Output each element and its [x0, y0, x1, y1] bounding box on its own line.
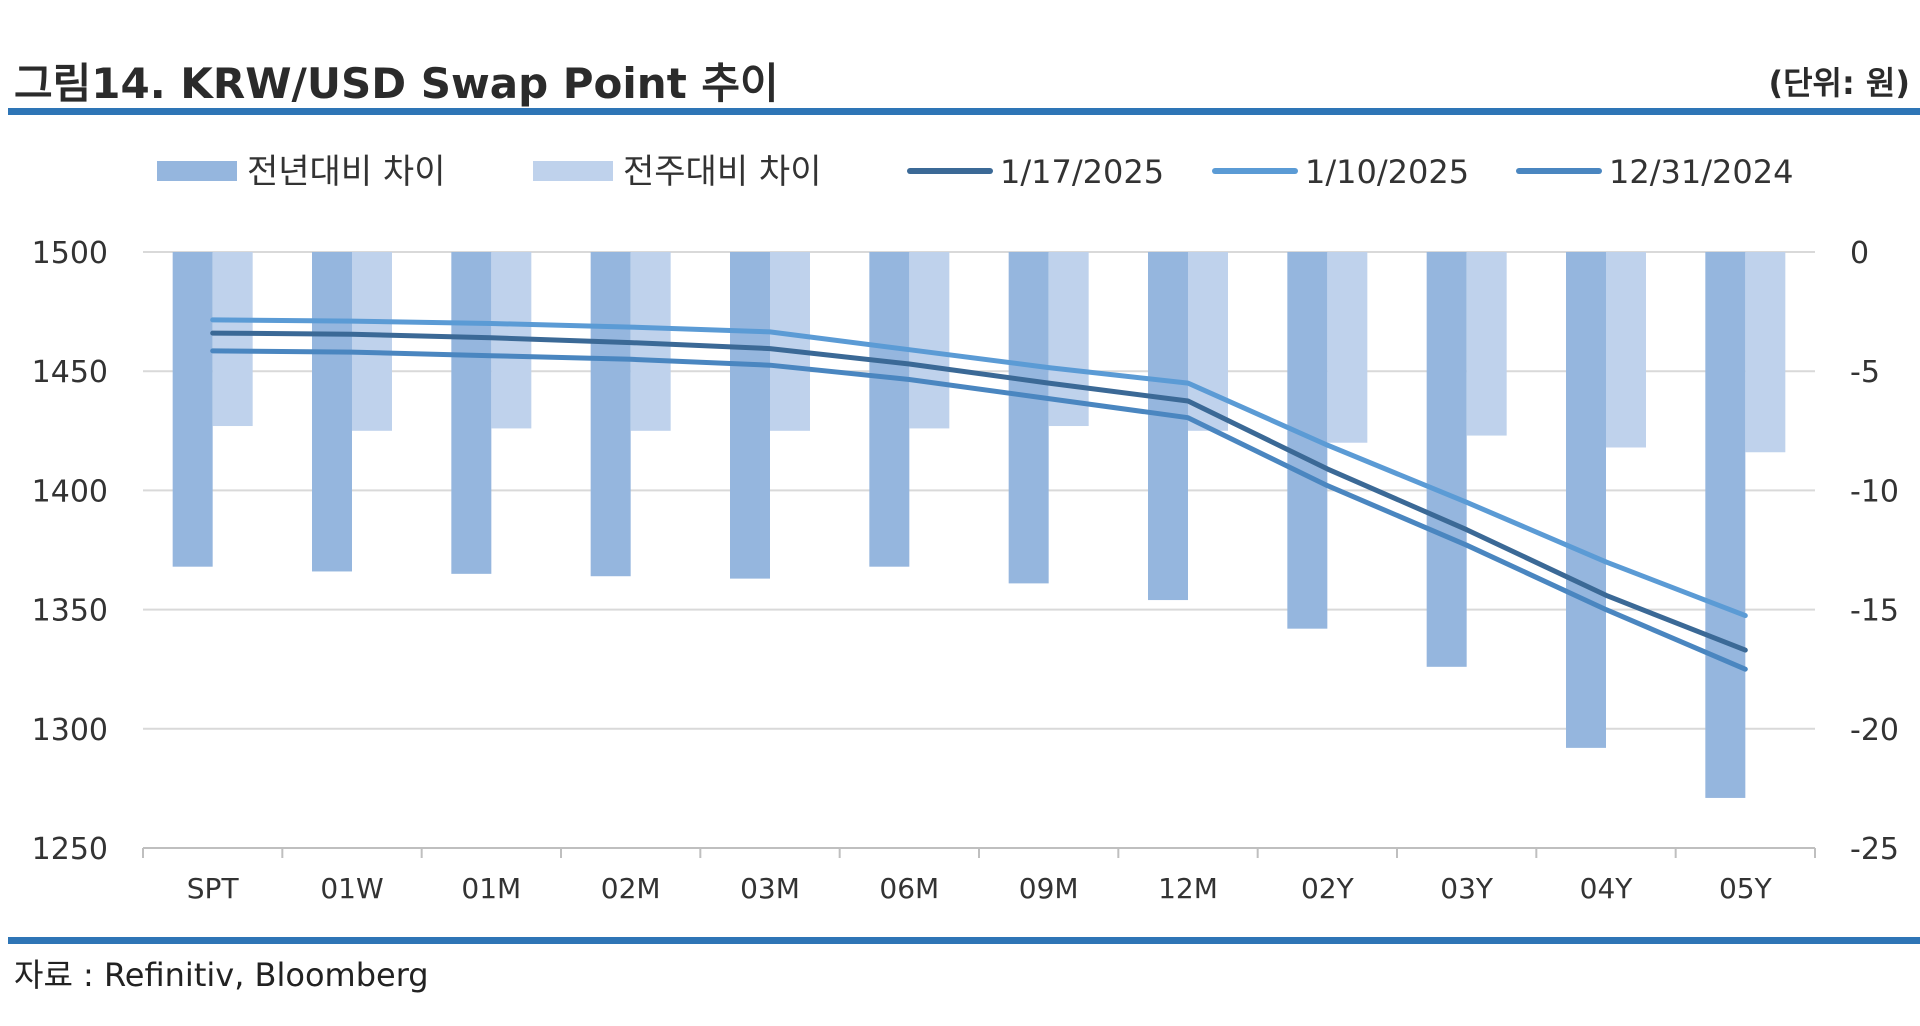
y-right-tick-label: -20 — [1850, 713, 1899, 748]
bar-yoy — [1008, 252, 1049, 584]
bar-wow — [770, 252, 810, 431]
bar-wow — [1466, 252, 1507, 436]
legend-label: 12/31/2024 — [1609, 153, 1793, 191]
bar-wow — [212, 252, 253, 427]
bar-yoy — [1705, 252, 1746, 798]
y-left-tick-label: 1500 — [32, 236, 108, 271]
x-tick-label: 03Y — [1440, 872, 1494, 905]
bottom-divider — [8, 937, 1920, 944]
bar-yoy — [312, 252, 352, 572]
y-right-tick-label: -15 — [1850, 594, 1899, 629]
bar-wow — [909, 252, 950, 429]
legend-swatch-bar — [157, 161, 237, 181]
y-left-tick-label: 1450 — [32, 355, 108, 390]
y-left-tick-label: 1300 — [32, 713, 108, 748]
bar-yoy — [172, 252, 213, 567]
unit-label: (단위: 원) — [1768, 64, 1910, 102]
legend-swatch-bar — [533, 161, 613, 181]
x-tick-label: 01M — [461, 872, 521, 905]
y-left-tick-label: 1250 — [32, 832, 108, 867]
bar-wow — [1745, 252, 1786, 453]
source-note: 자료 : Refinitiv, Bloomberg — [14, 956, 429, 994]
line-series-0 — [210, 330, 1748, 653]
x-tick-label: 04Y — [1580, 872, 1634, 905]
bar-wow — [1188, 252, 1228, 431]
chart-lines — [210, 317, 1748, 672]
swap-point-chart: 전년대비 차이 전주대비 차이 1/17/2025 1/10/2025 12/31/20… — [32, 152, 1899, 905]
x-tick-label: 03M — [740, 872, 800, 905]
legend-label: 1/17/2025 — [1000, 153, 1164, 191]
x-tick-label: 02M — [601, 872, 661, 905]
bar-wow — [352, 252, 392, 431]
bar-yoy — [590, 252, 631, 577]
x-tick-label: 01W — [320, 872, 383, 905]
x-tick-label: SPT — [187, 872, 240, 905]
y-right-tick-label: -25 — [1850, 832, 1899, 867]
legend-label: 1/10/2025 — [1305, 153, 1469, 191]
x-tick-label: 02Y — [1301, 872, 1355, 905]
x-tick-label: 06M — [879, 872, 939, 905]
bar-yoy — [1426, 252, 1467, 667]
line-series-1 — [210, 317, 1748, 619]
line-series-2 — [210, 348, 1748, 672]
y-left-tick-label: 1400 — [32, 474, 108, 509]
chart-title: 그림14. KRW/USD Swap Point 추이 — [14, 59, 779, 108]
bar-yoy — [1566, 252, 1606, 748]
y-right-tick-label: -10 — [1850, 474, 1899, 509]
y-left-tick-label: 1350 — [32, 594, 108, 629]
top-divider — [8, 108, 1920, 115]
chart-bars — [172, 252, 1786, 798]
bar-wow — [1327, 252, 1368, 443]
chart-legend: 전년대비 차이 전주대비 차이 1/17/2025 1/10/2025 12/31/20… — [157, 152, 1793, 192]
legend-label: 전주대비 차이 — [623, 152, 822, 192]
bar-yoy — [451, 252, 492, 574]
bar-wow — [1606, 252, 1646, 448]
legend-label: 전년대비 차이 — [247, 152, 446, 192]
chart-grid — [143, 251, 1815, 730]
x-tick-label: 05Y — [1719, 872, 1773, 905]
y-right-tick-label: -5 — [1850, 355, 1880, 390]
bar-yoy — [1148, 252, 1188, 601]
chart-axes: 1500 1450 1400 1350 1300 1250 0 -5 -10 -15 -20 -25 S… — [32, 236, 1899, 905]
x-tick-label: 09M — [1019, 872, 1079, 905]
y-right-tick-label: 0 — [1850, 236, 1869, 271]
bar-yoy — [730, 252, 770, 579]
bar-yoy — [869, 252, 910, 567]
x-tick-label: 12M — [1158, 872, 1218, 905]
